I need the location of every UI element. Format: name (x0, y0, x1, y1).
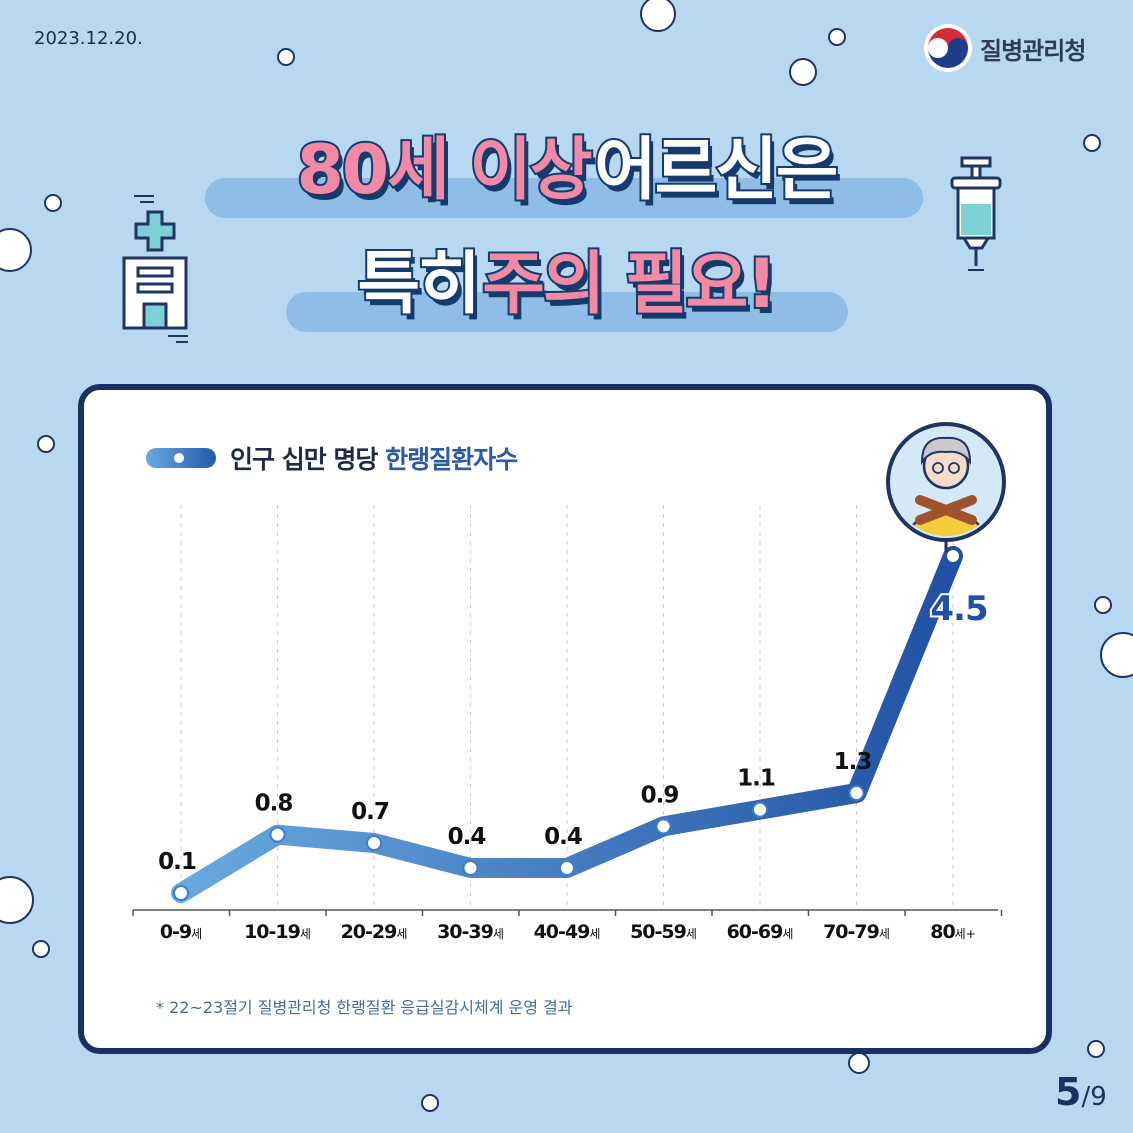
legend-prefix: 인구 십만 명당 (230, 445, 378, 474)
category-label: 40-49세 (534, 921, 601, 943)
data-point (366, 835, 382, 851)
category-label: 60-69세 (727, 921, 794, 943)
title-line-1-white: 어르신은 (592, 129, 840, 212)
data-value-label: 0.7 (351, 799, 389, 825)
bubble-decoration (37, 435, 55, 453)
org-name: 질병관리청 (980, 36, 1086, 65)
title-highlight-bar (205, 178, 923, 218)
category-label: 20-29세 (341, 921, 408, 943)
bubble-decoration (1083, 134, 1101, 152)
category-label: 80세+ (930, 921, 976, 943)
data-value-label: 1.3 (834, 749, 872, 775)
title-line-2: 특히 주의 필요! (0, 228, 1133, 327)
category-label: 10-19세 (244, 921, 311, 943)
bubble-decoration (1094, 596, 1112, 614)
taeguk-logo-icon (924, 24, 972, 72)
data-value-label: 0.9 (641, 782, 679, 808)
title-line-1: 80세 이상 어르신은 (0, 114, 1133, 213)
footnote: * 22~23절기 질병관리청 한랭질환 응급실감시체계 운영 결과 (156, 998, 573, 1017)
data-point (462, 860, 479, 876)
data-point (269, 826, 286, 843)
legend-label: 인구 십만 명당 한랭질환자수 (230, 440, 518, 476)
chart-legend: 인구 십만 명당 한랭질환자수 (146, 440, 518, 476)
bubble-decoration (640, 0, 676, 32)
legend-highlight: 한랭질환자수 (385, 445, 518, 474)
bubble-decoration (1100, 632, 1133, 678)
title-line-2-pink: 주의 필요! (480, 243, 779, 326)
data-point (173, 885, 189, 901)
legend-marker-icon (146, 448, 216, 468)
category-label: 70-79세 (823, 921, 890, 943)
data-value-label: 0.4 (544, 824, 582, 850)
data-value-label: 1.1 (737, 766, 775, 792)
page-current: 5 (1055, 1070, 1082, 1114)
bubble-decoration (32, 940, 50, 958)
bubble-decoration (421, 1094, 439, 1112)
category-label: 50-59세 (630, 921, 697, 943)
syringe-icon (950, 156, 1002, 271)
data-point (752, 801, 768, 818)
data-value-label: 0.8 (255, 791, 293, 817)
data-point (559, 860, 575, 876)
data-value-label: 0.1 (158, 849, 196, 875)
data-value-label: 4.5 (930, 589, 987, 629)
category-label: 0-9세 (160, 921, 202, 943)
hospital-icon (122, 195, 188, 343)
category-label: 30-39세 (437, 921, 504, 943)
org-logo: 질병관리청 (922, 22, 1086, 74)
bubble-decoration (1087, 1040, 1105, 1058)
data-point (945, 548, 961, 564)
data-point (848, 785, 865, 801)
title-highlight-bar (286, 292, 848, 332)
page-indicator: 5/9 (1055, 1070, 1107, 1114)
page-total: /9 (1081, 1082, 1107, 1112)
data-point (655, 818, 672, 835)
title-line-1-pink: 80세 이상 (295, 129, 595, 212)
elderly-person-icon (886, 422, 1006, 552)
data-value-label: 0.4 (448, 824, 486, 850)
bubble-decoration (828, 28, 846, 46)
title-line-2-white: 특히 (356, 243, 483, 326)
bubble-decoration (44, 194, 62, 212)
bubble-decoration (789, 58, 817, 86)
date-label: 2023.12.20. (34, 28, 143, 49)
bubble-decoration (277, 48, 295, 66)
